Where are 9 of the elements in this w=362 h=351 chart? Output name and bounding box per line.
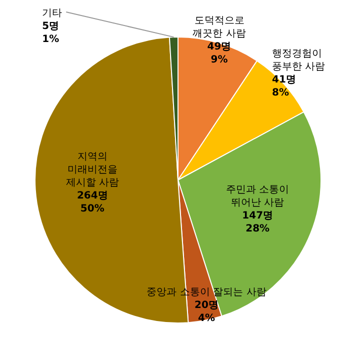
data-label: 264명 50% xyxy=(76,190,108,215)
data-label: 49명 9% xyxy=(207,42,232,66)
slice-label: 기타 xyxy=(42,8,62,19)
slice-label: 주민과 소통이 뛰어난 사람 xyxy=(226,184,290,209)
data-label: 147명 28% xyxy=(242,210,274,235)
slice-label: 지역의 미래비전을 제시할 사람 xyxy=(66,152,119,189)
slice-label: 행정경험이 풍부한 사람 xyxy=(272,48,326,72)
data-label: 5명 1% xyxy=(42,21,60,45)
slice-label: 도덕적으로 깨끗한 사람 xyxy=(192,16,246,40)
